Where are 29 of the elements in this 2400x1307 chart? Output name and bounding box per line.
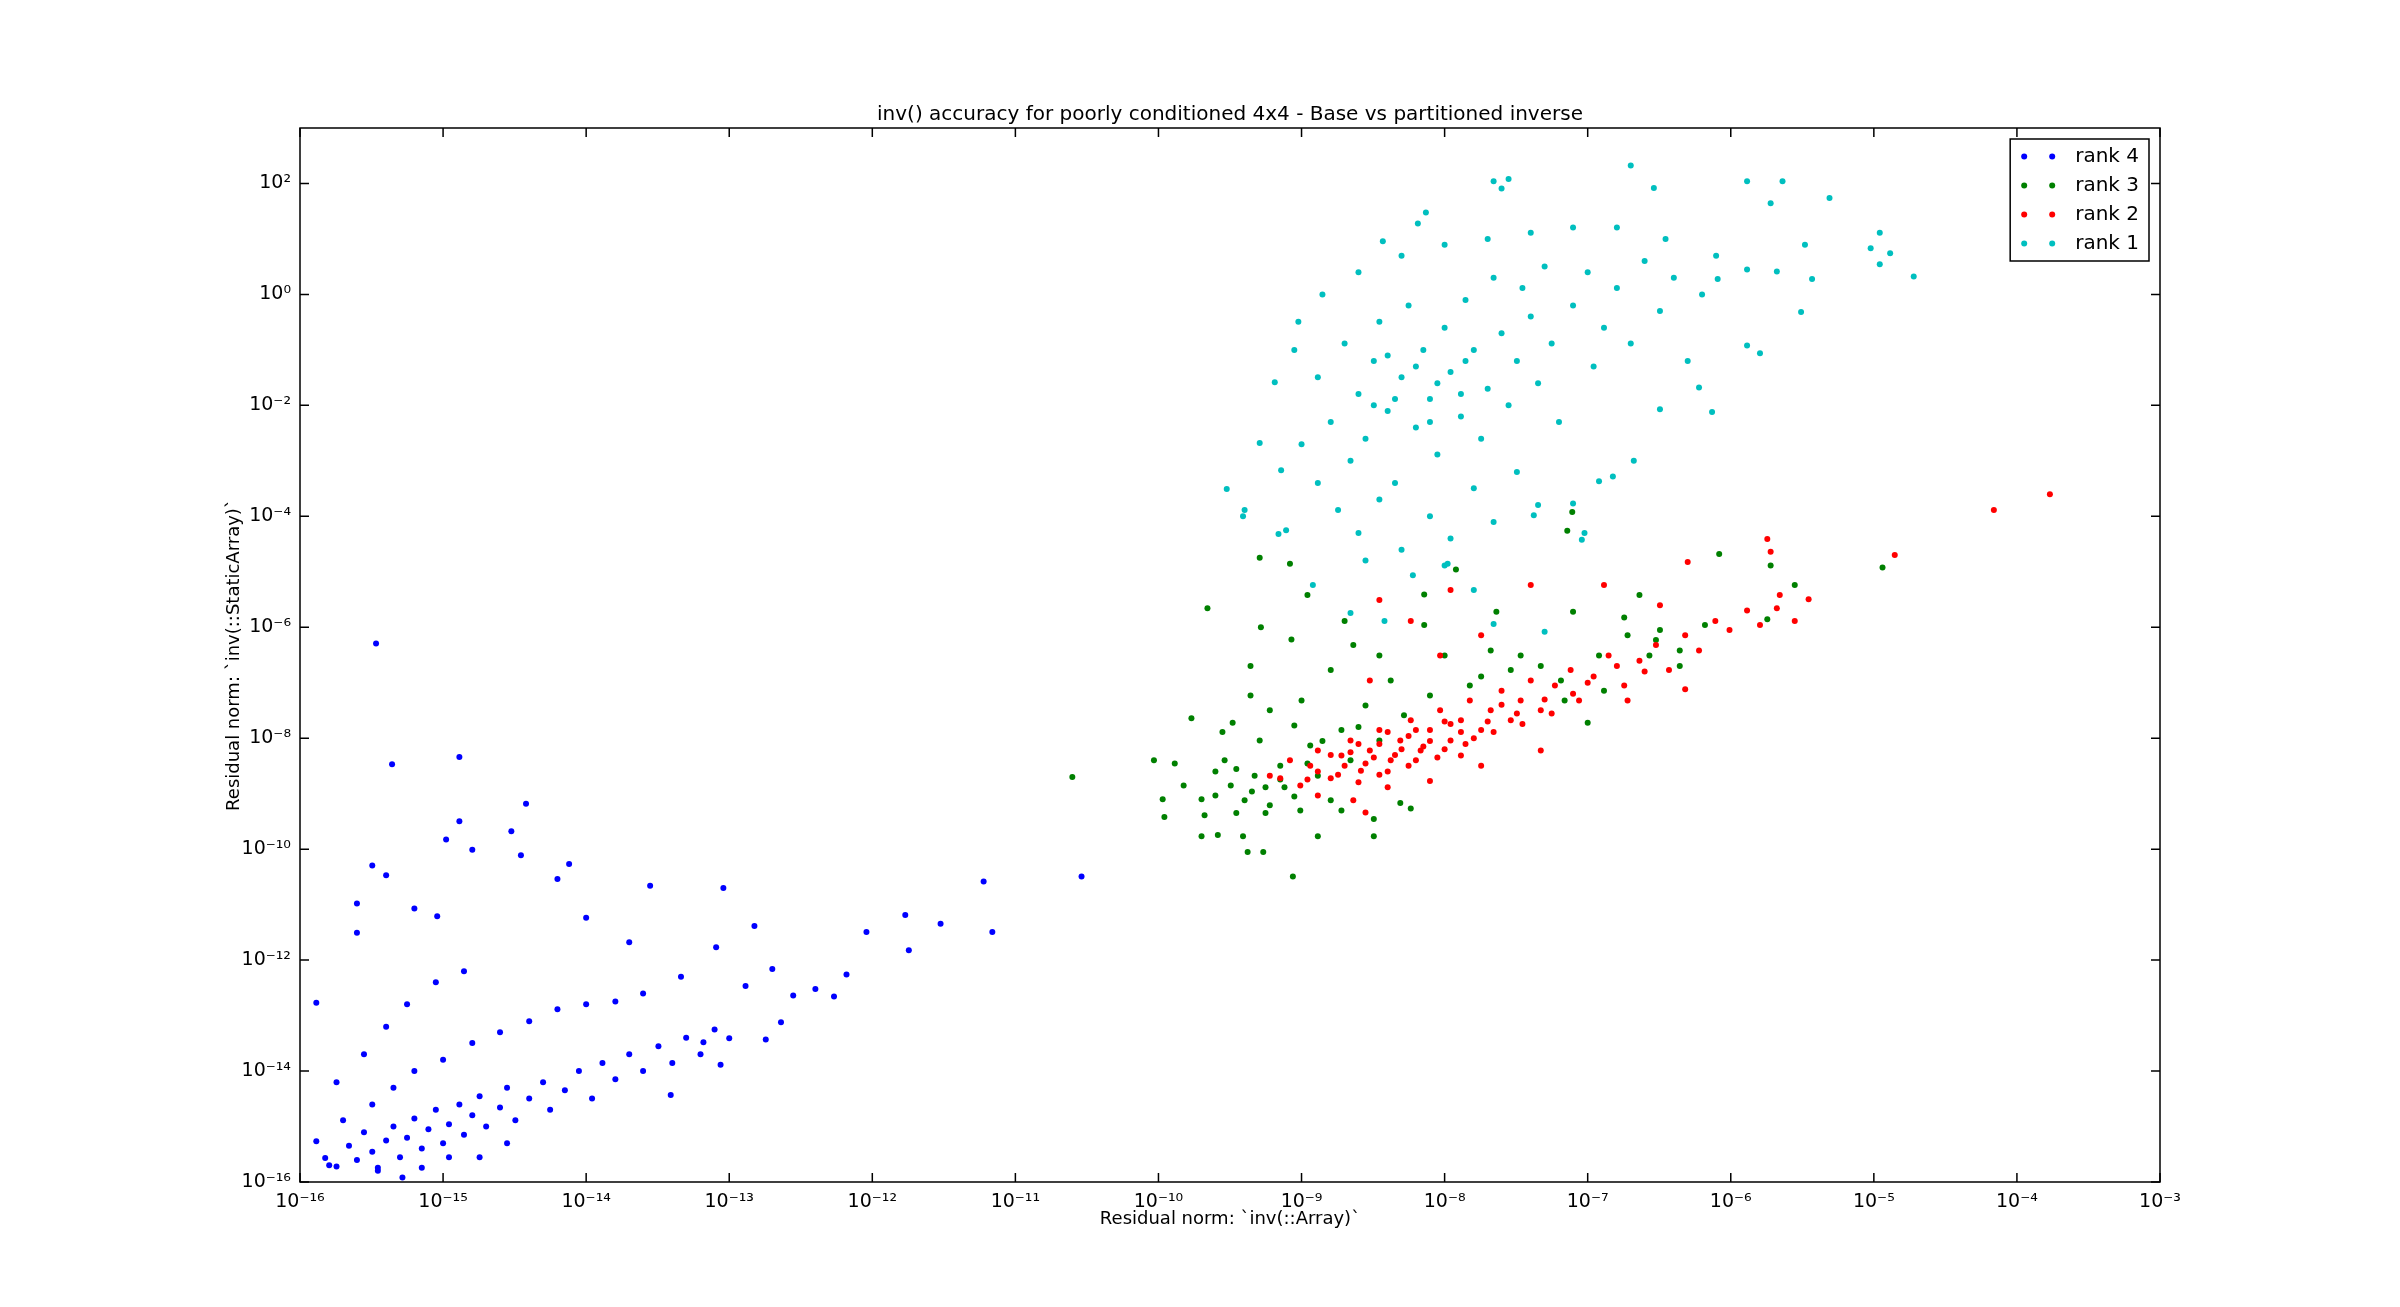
x-tick-label: 10⁻¹² [847, 1189, 898, 1212]
y-tick-label: 10⁻² [249, 392, 291, 415]
x-tick-label: 10⁻³ [2139, 1189, 2181, 1212]
legend-label: rank 3 [2075, 171, 2140, 196]
y-tick-label: 10⁻¹⁰ [241, 836, 291, 859]
legend-label: rank 4 [2075, 142, 2140, 167]
y-tick-label: 10⁻⁸ [249, 725, 291, 748]
x-tick-label: 10⁻⁵ [1852, 1189, 1895, 1212]
y-axis-title: Residual norm: `inv(::StaticArray)` [221, 499, 243, 811]
x-tick-label: 10⁻¹⁴ [561, 1189, 612, 1212]
x-axis-title: Residual norm: `inv(::Array)` [1099, 1206, 1361, 1228]
x-tick-label: 10⁻⁸ [1423, 1189, 1466, 1212]
x-tick-label: 10⁻¹⁵ [418, 1189, 468, 1212]
y-tick-label: 10⁻⁶ [249, 614, 291, 637]
y-tick-label: 10² [259, 170, 291, 193]
x-tick-label: 10⁻¹³ [704, 1189, 754, 1212]
x-tick-label: 10⁻¹¹ [990, 1189, 1041, 1212]
legend-label: rank 2 [2075, 200, 2140, 225]
y-tick-label: 10⁻¹⁶ [241, 1168, 291, 1191]
x-tick-label: 10⁻¹⁶ [275, 1189, 325, 1212]
y-tick-label: 10⁰ [259, 281, 291, 304]
x-tick-label: 10⁻⁷ [1566, 1189, 1609, 1212]
chart-title: inv() accuracy for poorly conditioned 4x4 - Base vs partitioned inverse [877, 101, 1583, 126]
y-tick-label: 10⁻¹⁴ [241, 1057, 292, 1080]
x-tick-label: 10⁻⁶ [1709, 1189, 1752, 1212]
y-tick-label: 10⁻¹² [241, 947, 291, 970]
legend-label: rank 1 [2075, 229, 2140, 254]
x-tick-label: 10⁻⁴ [1996, 1189, 2039, 1212]
y-tick-label: 10⁻⁴ [249, 503, 292, 526]
